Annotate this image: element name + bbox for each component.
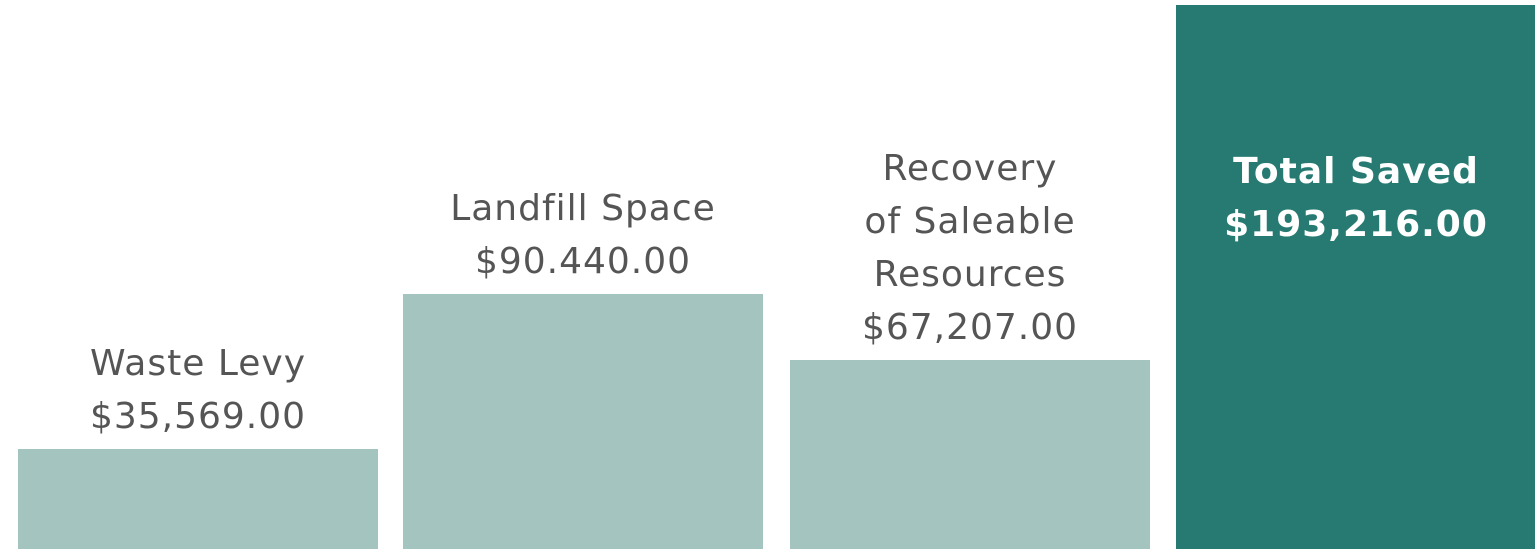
bar [403, 294, 763, 549]
bar [790, 359, 1150, 549]
category-label: Waste Levy [90, 342, 306, 384]
bar-label: Total Saved $193,216.00 [1176, 145, 1535, 251]
bar [1176, 5, 1535, 549]
value-label: $193,216.00 [1224, 204, 1488, 245]
value-label: $67,207.00 [861, 306, 1079, 348]
value-label: $90.440.00 [474, 241, 692, 283]
category-label: Total Saved [1233, 151, 1479, 192]
value-label: $35,569.00 [89, 395, 307, 437]
bar [18, 448, 378, 549]
category-label: Recovery of Saleable Resources [864, 147, 1076, 295]
bar-label: Recovery of Saleable Resources $67,207.00 [790, 142, 1150, 354]
category-label: Landfill Space [450, 188, 716, 230]
bar-label: Waste Levy $35,569.00 [18, 337, 378, 443]
bar-label: Landfill Space $90.440.00 [403, 182, 763, 288]
